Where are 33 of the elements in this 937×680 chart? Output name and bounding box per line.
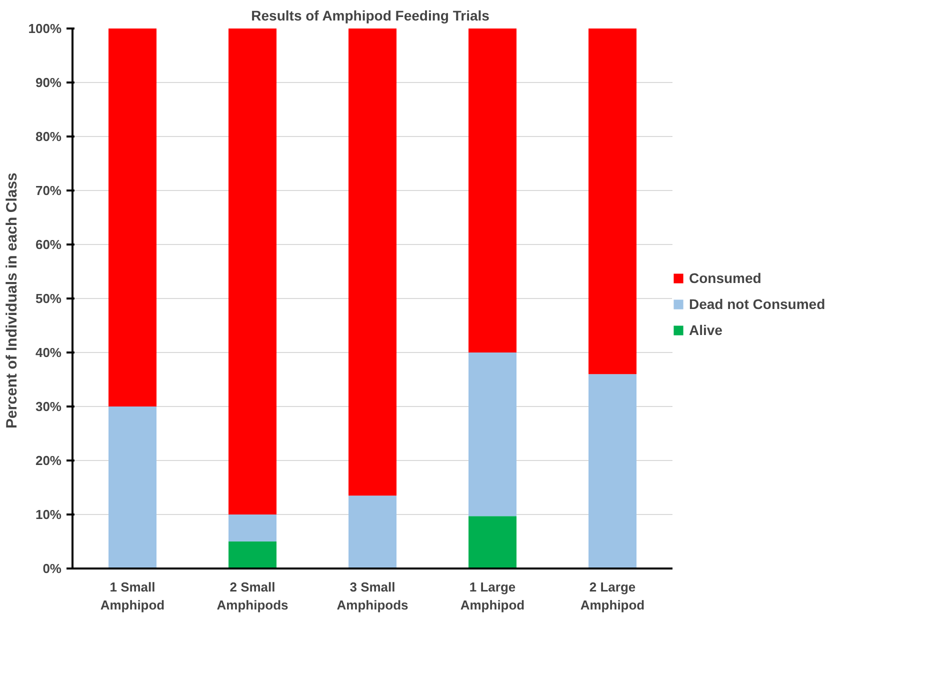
- y-tick-label: 40%: [35, 345, 62, 360]
- bar: [468, 516, 516, 568]
- y-tick-label: 100%: [28, 21, 62, 36]
- y-tick-label: 50%: [35, 291, 62, 306]
- x-tick-label: 3 Small Amphipods: [336, 580, 408, 612]
- bar: [348, 496, 396, 568]
- bar: [468, 352, 516, 516]
- y-axis-title: Percent of Individuals in each Class: [3, 172, 20, 429]
- bar: [348, 28, 396, 496]
- y-tick-label: 10%: [35, 507, 62, 522]
- bar: [108, 28, 156, 406]
- chart-title: Results of Amphipod Feeding Trials: [251, 8, 490, 24]
- bar: [228, 542, 276, 568]
- bar: [468, 28, 516, 352]
- y-tick-label: 70%: [35, 183, 62, 198]
- y-tick-label: 60%: [35, 237, 62, 252]
- x-tick-label: 1 Large Amphipod: [460, 580, 525, 612]
- legend-label: Alive: [689, 322, 722, 338]
- legend-label: Dead not Consumed: [689, 296, 826, 312]
- bar: [108, 406, 156, 568]
- y-tick-label: 90%: [35, 75, 62, 90]
- bar: [228, 28, 276, 514]
- x-tick-label: 2 Small Amphipods: [216, 580, 288, 612]
- y-tick-label: 80%: [35, 129, 62, 144]
- y-tick-label: 30%: [35, 399, 62, 414]
- bar: [228, 514, 276, 542]
- bar: [588, 28, 636, 374]
- y-tick-label: 0%: [42, 561, 62, 576]
- y-tick-label: 20%: [35, 453, 62, 468]
- bar: [588, 374, 636, 568]
- x-tick-label: 1 Small Amphipod: [100, 580, 165, 612]
- legend-label: Consumed: [689, 270, 762, 286]
- x-tick-label: 2 Large Amphipod: [580, 580, 645, 612]
